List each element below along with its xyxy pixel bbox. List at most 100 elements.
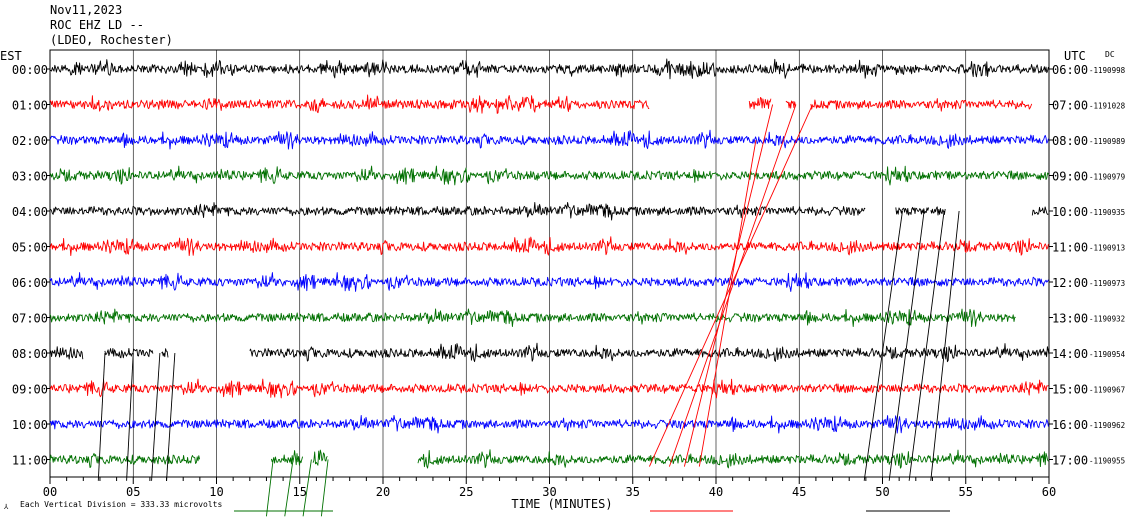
seismic-trace-segment — [49, 94, 650, 114]
dc-offset-label: -1190954 — [1089, 350, 1126, 359]
header-location: (LDEO, Rochester) — [50, 33, 173, 47]
seismic-trace-segment — [49, 58, 1049, 80]
dc-label: DC — [1105, 50, 1115, 59]
dc-offset-label: -1190989 — [1089, 137, 1125, 146]
right-axis-title: UTC — [1064, 49, 1086, 63]
utc-time-label: 07:00 — [1052, 99, 1088, 113]
utc-time-label: 15:00 — [1052, 383, 1088, 397]
scale-icon: ⅄ — [3, 503, 9, 511]
dc-offset-label: -1190967 — [1089, 386, 1125, 395]
seismic-trace-segment — [161, 348, 169, 358]
seismic-trace-segment — [417, 449, 1049, 469]
dc-offset-label: -1190913 — [1089, 244, 1125, 253]
est-time-label: 06:00 — [12, 276, 48, 290]
left-axis-title: EST — [0, 49, 22, 63]
x-tick-label: 45 — [792, 485, 806, 499]
header-station: ROC EHZ LD -- — [50, 18, 144, 32]
x-tick-label: 00 — [43, 485, 57, 499]
seismic-trace-segment — [49, 129, 1049, 150]
dc-offset-label: -1190998 — [1089, 66, 1126, 75]
seismic-trace-segment — [1031, 206, 1049, 216]
streak-line — [284, 459, 294, 517]
utc-time-label: 09:00 — [1052, 170, 1088, 184]
streak-line — [266, 459, 274, 517]
est-time-label: 01:00 — [12, 99, 48, 113]
dc-offset-label: -1190962 — [1089, 421, 1125, 430]
seismic-trace-segment — [930, 206, 946, 216]
streak-line — [908, 210, 945, 481]
dc-offset-label: -1190935 — [1089, 208, 1125, 217]
streak-line — [698, 139, 757, 467]
est-time-label: 00:00 — [12, 63, 48, 77]
streak-line — [668, 104, 797, 467]
streak-group — [97, 104, 960, 517]
dc-offset-label: -1190932 — [1089, 315, 1125, 324]
x-tick-label: 60 — [1042, 485, 1056, 499]
header-date: Nov11,2023 — [50, 3, 123, 17]
x-tick-label: 10 — [209, 485, 223, 499]
x-tick-label: 55 — [959, 485, 973, 499]
utc-time-label: 10:00 — [1052, 205, 1088, 219]
seismic-trace-segment — [49, 201, 866, 221]
streak-line — [320, 459, 329, 517]
utc-time-label: 17:00 — [1052, 454, 1088, 468]
seismic-trace-segment — [312, 449, 328, 466]
dc-offset-label: -1191028 — [1089, 102, 1126, 111]
streak-line — [863, 210, 903, 481]
seismic-trace-segment — [249, 342, 1050, 363]
x-tick-label: 35 — [626, 485, 640, 499]
utc-time-label: 16:00 — [1052, 418, 1088, 432]
scale-note: Each Vertical Division = 333.33 microvol… — [20, 500, 222, 509]
x-tick-label: 20 — [376, 485, 390, 499]
seismic-trace-segment — [270, 450, 304, 466]
est-time-label: 03:00 — [12, 170, 48, 184]
utc-time-label: 06:00 — [1052, 63, 1088, 77]
dc-offset-label: -1190979 — [1089, 173, 1125, 182]
est-time-label: 02:00 — [12, 134, 48, 148]
streak-line — [126, 352, 134, 481]
dc-offset-label: -1190973 — [1089, 279, 1125, 288]
x-tick-label: 25 — [459, 485, 473, 499]
utc-time-label: 13:00 — [1052, 312, 1088, 326]
est-time-label: 05:00 — [12, 241, 48, 255]
x-tick-label: 50 — [875, 485, 889, 499]
streak-line — [930, 210, 960, 481]
seismic-trace-segment — [49, 346, 84, 360]
x-tick-label: 05 — [126, 485, 140, 499]
seismic-trace-segment — [49, 308, 1016, 328]
streak-line — [302, 459, 312, 517]
x-tick-label: 15 — [293, 485, 307, 499]
streak-line — [151, 352, 161, 481]
x-tick-label: 40 — [709, 485, 723, 499]
utc-time-label: 14:00 — [1052, 347, 1088, 361]
grid — [46, 49, 1053, 484]
seismic-trace-segment — [748, 96, 772, 110]
streak-line — [166, 352, 176, 481]
seismic-trace-segment — [49, 272, 1049, 292]
seismic-trace-segment — [49, 378, 1049, 399]
seismic-trace-segment — [49, 165, 1049, 186]
seismic-trace-segment — [104, 347, 154, 359]
x-axis-title: TIME (MINUTES) — [511, 497, 612, 511]
utc-time-label: 08:00 — [1052, 134, 1088, 148]
dc-offset-label: -1190955 — [1089, 457, 1125, 466]
utc-time-label: 11:00 — [1052, 241, 1088, 255]
streak-line — [97, 352, 106, 481]
seismic-trace-segment — [895, 206, 930, 216]
est-time-label: 10:00 — [12, 418, 48, 432]
streak-line — [888, 210, 925, 481]
utc-time-label: 12:00 — [1052, 276, 1088, 290]
streak-line — [683, 104, 774, 467]
est-time-label: 04:00 — [12, 205, 48, 219]
seismic-trace-segment — [810, 98, 1033, 112]
trace-group — [49, 58, 1050, 469]
est-time-label: 07:00 — [12, 312, 48, 326]
seismic-trace-segment — [49, 414, 1049, 434]
est-time-label: 08:00 — [12, 347, 48, 361]
x-tick-label: 30 — [542, 485, 556, 499]
est-time-label: 11:00 — [12, 454, 48, 468]
seismic-trace-segment — [49, 452, 201, 469]
est-time-label: 09:00 — [12, 383, 48, 397]
